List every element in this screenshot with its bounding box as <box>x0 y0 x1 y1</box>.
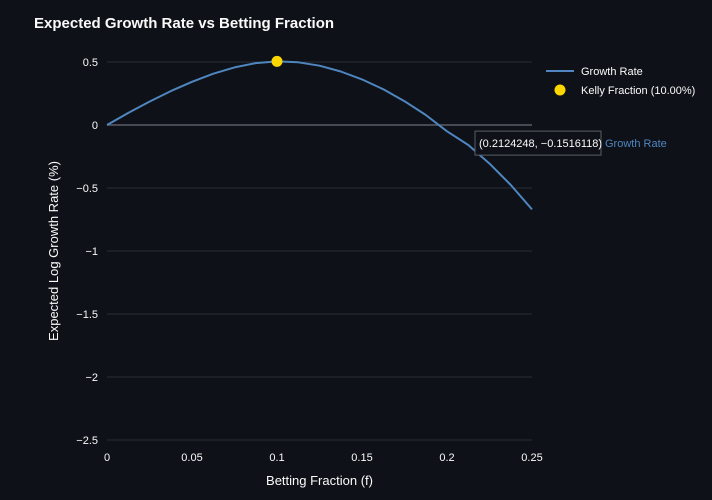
x-tick-label: 0.05 <box>181 452 202 464</box>
y-tick-label: 0.5 <box>83 57 98 69</box>
y-tick-label: −0.5 <box>76 183 98 195</box>
kelly-fraction-marker[interactable] <box>271 55 283 67</box>
x-tick-label: 0 <box>104 452 110 464</box>
legend-label-kelly-fraction[interactable]: Kelly Fraction (10.00%) <box>581 85 695 97</box>
hover-tooltip-series: Growth Rate <box>605 138 667 150</box>
y-tick-label: −1.5 <box>76 309 98 321</box>
growth-rate-line[interactable] <box>106 60 533 211</box>
x-tick-label: 0.25 <box>521 452 542 464</box>
x-axis-title: Betting Fraction (f) <box>266 473 373 488</box>
x-tick-label: 0.15 <box>351 452 372 464</box>
y-tick-label: 0 <box>92 120 98 132</box>
x-tick-label: 0.2 <box>439 452 454 464</box>
y-axis-title: Expected Log Growth Rate (%) <box>46 161 61 341</box>
x-tick-label: 0.1 <box>269 452 284 464</box>
legend-label-growth-rate[interactable]: Growth Rate <box>581 66 643 78</box>
y-tick-label: −2.5 <box>76 435 98 447</box>
hover-tooltip-box <box>474 130 602 156</box>
y-tick-label: −1 <box>85 246 98 258</box>
hover-tooltip-value: (0.2124248, −0.1516118) <box>479 138 602 150</box>
y-tick-label: −2 <box>85 372 98 384</box>
chart-title: Expected Growth Rate vs Betting Fraction <box>34 15 335 32</box>
legend-marker-swatch <box>554 84 566 96</box>
